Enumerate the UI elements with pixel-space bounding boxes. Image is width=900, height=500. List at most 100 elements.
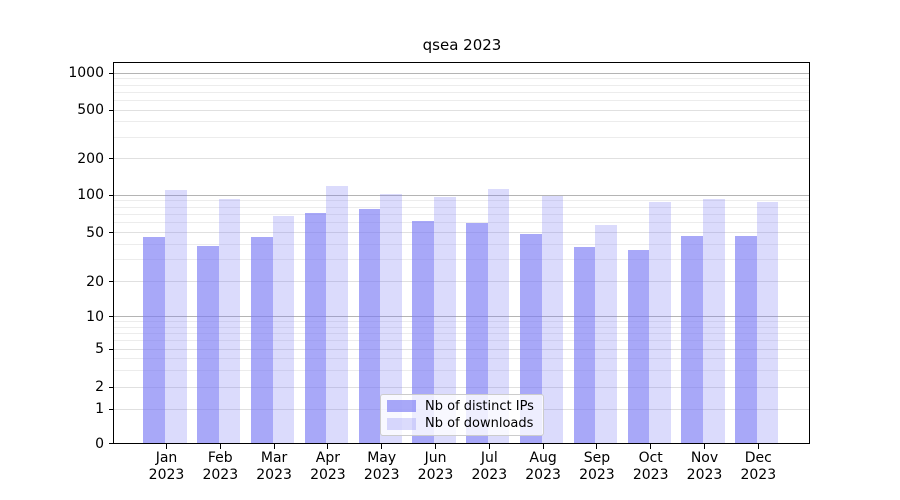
y-tick-label: 1000 — [68, 65, 104, 82]
y-tick-label: 0 — [95, 435, 104, 452]
y-tick-label: 2 — [95, 379, 104, 396]
minor-gridline — [114, 340, 810, 341]
y-tick-label: 500 — [77, 102, 104, 118]
y-tick-mark — [108, 316, 113, 318]
bar-distinct-ips-jan — [143, 236, 165, 444]
major-gridline — [114, 194, 810, 196]
x-tick-label-jul: Jul 2023 — [471, 450, 508, 483]
x-tick-mark — [381, 444, 383, 449]
bar-downloads-feb — [218, 199, 241, 444]
minor-gridline — [114, 243, 810, 245]
y-tick-label: 20 — [86, 273, 104, 290]
legend-item-downloads: Nb of downloads — [387, 416, 537, 432]
y-tick-label: 1 — [95, 401, 104, 417]
x-tick-mark — [273, 444, 275, 449]
bar-distinct-ips-apr — [304, 212, 327, 444]
x-tick-mark — [488, 444, 490, 449]
major-gridline — [114, 316, 810, 318]
bar-downloads-oct — [649, 201, 671, 444]
minor-gridline — [114, 259, 810, 261]
bar-distinct-ips-sep — [573, 247, 596, 444]
x-tick-mark — [596, 444, 598, 449]
y-tick-mark — [108, 443, 113, 444]
bar-distinct-ips-nov — [681, 235, 703, 444]
legend: Nb of distinct IPs Nb of downloads — [380, 394, 544, 436]
bar-distinct-ips-jun — [412, 220, 434, 444]
x-tick-label-dec: Dec 2023 — [740, 450, 777, 483]
x-tick-mark — [542, 444, 544, 449]
x-tick-label-feb: Feb 2023 — [202, 450, 239, 483]
plot-area-frame — [113, 61, 810, 444]
gridline — [114, 281, 810, 283]
bar-distinct-ips-mar — [250, 236, 273, 444]
bar-downloads-dec — [756, 201, 779, 444]
minor-gridline — [114, 84, 810, 86]
legend-swatch-distinct-ips-icon — [387, 400, 416, 413]
bar-downloads-jul — [487, 189, 510, 444]
bar-downloads-sep — [595, 225, 618, 444]
gridline — [114, 386, 810, 388]
x-tick-label-jan: Jan 2023 — [148, 450, 185, 483]
x-tick-mark — [435, 444, 436, 449]
minor-gridline — [114, 200, 810, 202]
minor-gridline — [114, 213, 810, 215]
y-tick-mark — [108, 348, 113, 350]
legend-swatch-downloads-icon — [387, 417, 416, 430]
y-tick-label: 100 — [77, 187, 104, 204]
legend-item-distinct-ips: Nb of distinct IPs — [387, 398, 537, 414]
y-tick-mark — [108, 232, 113, 233]
bar-downloads-apr — [326, 186, 349, 444]
gridline — [114, 158, 810, 159]
y-tick-mark — [108, 281, 113, 283]
minor-gridline — [114, 91, 810, 93]
y-tick-mark — [108, 109, 113, 111]
x-tick-label-apr: Apr 2023 — [310, 450, 346, 483]
minor-gridline — [114, 321, 810, 323]
minor-gridline — [114, 121, 810, 123]
bar-distinct-ips-aug — [519, 233, 542, 444]
x-tick-label-nov: Nov 2023 — [686, 450, 723, 483]
y-tick-mark — [108, 408, 113, 410]
bar-downloads-jun — [434, 196, 456, 444]
minor-gridline — [114, 326, 810, 328]
x-tick-mark — [650, 444, 652, 449]
bar-distinct-ips-dec — [735, 235, 757, 444]
legend-label-downloads: Nb of downloads — [425, 416, 534, 432]
y-tick-label: 50 — [86, 224, 104, 241]
bar-distinct-ips-oct — [627, 250, 650, 444]
x-tick-label-oct: Oct 2023 — [632, 450, 669, 483]
bar-distinct-ips-jul — [466, 222, 488, 444]
x-tick-mark — [757, 444, 759, 449]
gridline — [114, 232, 810, 233]
minor-gridline — [114, 222, 810, 224]
major-gridline — [114, 72, 810, 74]
y-tick-label: 200 — [77, 150, 104, 167]
x-tick-label-mar: Mar 2023 — [256, 450, 292, 483]
y-tick-mark — [108, 386, 113, 388]
x-tick-mark — [327, 444, 329, 449]
bar-distinct-ips-feb — [197, 245, 219, 444]
gridline — [114, 109, 810, 111]
x-tick-mark — [704, 444, 705, 449]
minor-gridline — [114, 357, 810, 359]
bar-distinct-ips-may — [358, 209, 381, 444]
gridline — [114, 348, 810, 350]
bar-downloads-jan — [165, 190, 187, 444]
x-tick-label-jun: Jun 2023 — [417, 450, 454, 483]
chart-title: qsea 2023 — [422, 36, 502, 54]
bar-downloads-mar — [272, 215, 295, 444]
legend-label-distinct-ips: Nb of distinct IPs — [425, 398, 534, 414]
x-tick-mark — [166, 444, 167, 449]
minor-gridline — [114, 206, 810, 208]
bar-downloads-nov — [703, 199, 725, 444]
minor-gridline — [114, 369, 810, 371]
y-tick-mark — [108, 194, 113, 196]
minor-gridline — [114, 99, 810, 101]
y-tick-mark — [108, 72, 113, 74]
x-tick-label-aug: Aug 2023 — [525, 450, 561, 483]
x-tick-label-sep: Sep 2023 — [579, 450, 615, 483]
y-tick-label: 5 — [95, 341, 104, 357]
minor-gridline — [114, 136, 810, 138]
bar-downloads-aug — [541, 196, 564, 444]
